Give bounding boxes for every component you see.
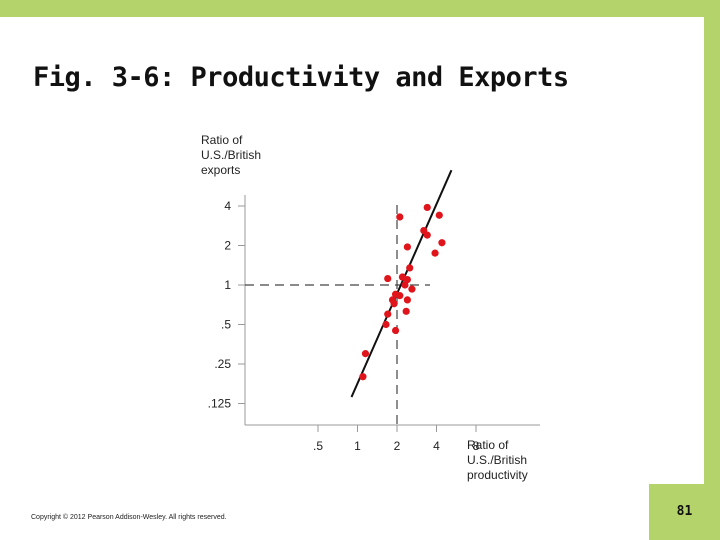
data-point <box>382 320 390 329</box>
y-tick-label: .125 <box>208 397 232 411</box>
y-axis-label-line: Ratio of <box>201 133 243 147</box>
page-number: 81 <box>676 504 693 519</box>
data-point <box>396 292 404 300</box>
data-point <box>396 213 404 221</box>
page-number-box: 81 <box>649 484 720 540</box>
y-tick-label: .25 <box>214 357 231 371</box>
data-point <box>391 326 400 335</box>
x-axis-label-line: U.S./British <box>467 453 528 467</box>
data-point <box>406 264 414 272</box>
x-tick-label: 2 <box>394 439 401 453</box>
y-tick-label: 1 <box>224 278 231 292</box>
x-axis-ticks: .5 1 2 4 8 <box>313 425 480 453</box>
top-accent-bar <box>0 0 720 17</box>
data-point <box>384 274 392 283</box>
slide-title: Fig. 3-6: Productivity and Exports <box>33 62 569 93</box>
copyright-notice: Copyright © 2012 Pearson Addison-Wesley.… <box>31 514 227 521</box>
data-point <box>403 296 411 304</box>
x-tick-label: 1 <box>354 439 361 453</box>
data-point <box>390 300 398 308</box>
data-point <box>384 310 392 318</box>
y-tick-label: 2 <box>224 239 231 253</box>
y-axis-label-line: U.S./British <box>201 148 262 162</box>
data-point <box>403 243 411 251</box>
x-axis-label-line: Ratio of <box>467 438 509 452</box>
x-tick-label: 8 <box>473 439 480 453</box>
data-point <box>401 281 409 289</box>
y-tick-label: 4 <box>224 199 231 213</box>
x-axis-label: Ratio of U.S./British productivity <box>467 438 557 483</box>
right-accent-bar <box>704 0 720 540</box>
data-point <box>435 211 443 219</box>
trend-line <box>350 169 453 398</box>
x-tick-label: .5 <box>313 439 323 453</box>
y-axis-label: Ratio of U.S./British exports <box>201 133 291 178</box>
data-point <box>361 350 370 358</box>
data-point <box>403 275 411 284</box>
x-axis-label-line: productivity <box>467 468 528 482</box>
y-tick-label: .5 <box>221 318 231 332</box>
data-point <box>423 231 431 239</box>
data-point <box>408 285 416 293</box>
y-axis-ticks: .125 .25 .5 1 2 4 <box>208 199 245 411</box>
data-point <box>359 373 367 381</box>
data-point <box>431 249 439 257</box>
data-points <box>359 203 446 381</box>
data-point <box>423 203 431 212</box>
x-tick-label: 4 <box>433 439 440 453</box>
data-point <box>438 239 446 247</box>
y-axis-label-line: exports <box>201 163 241 177</box>
data-point <box>402 307 410 315</box>
